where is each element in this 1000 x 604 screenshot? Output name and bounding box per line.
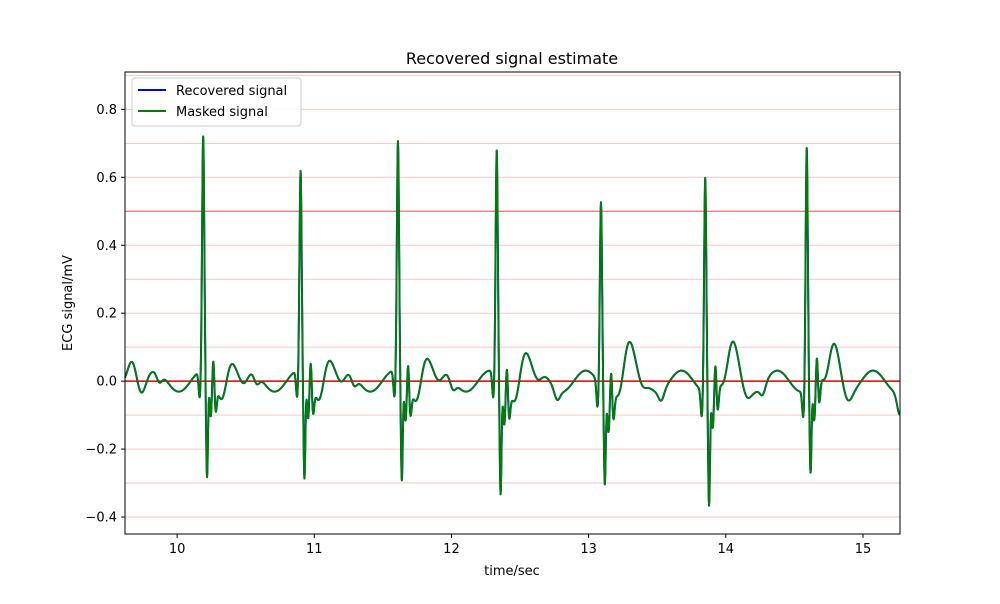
x-ticks: 10 11 12 13 14 15 (169, 534, 871, 557)
series-line-masked (124, 135, 901, 507)
x-tick-label: 11 (306, 542, 323, 557)
x-tick-label: 10 (169, 542, 186, 557)
y-tick-label: 0.0 (96, 375, 117, 390)
chart-title: Recovered signal estimate (406, 49, 618, 68)
legend-label-masked: Masked signal (176, 105, 268, 120)
y-tick-label: 0.8 (96, 103, 117, 118)
y-tick-label: 0.4 (96, 239, 117, 254)
y-tick-label: 0.2 (96, 307, 117, 322)
x-tick-label: 12 (443, 542, 460, 557)
y-tick-label: 0.6 (96, 171, 117, 186)
y-tick-label: −0.4 (85, 511, 117, 526)
legend-box (131, 77, 302, 127)
legend-label-recovered: Recovered signal (176, 84, 287, 99)
y-axis-label: ECG signal/mV (61, 255, 76, 351)
x-tick-label: 15 (855, 542, 872, 557)
y-ticks: −0.4 −0.2 0.0 0.2 0.4 0.6 0.8 (85, 103, 125, 526)
x-tick-label: 13 (580, 542, 597, 557)
legend: Recovered signal Masked signal (131, 77, 302, 127)
x-axis-label: time/sec (484, 564, 540, 579)
plot-frame (124, 71, 901, 535)
y-tick-label: −0.2 (85, 443, 117, 458)
x-tick-label: 14 (718, 542, 735, 557)
series-layer (124, 135, 901, 507)
